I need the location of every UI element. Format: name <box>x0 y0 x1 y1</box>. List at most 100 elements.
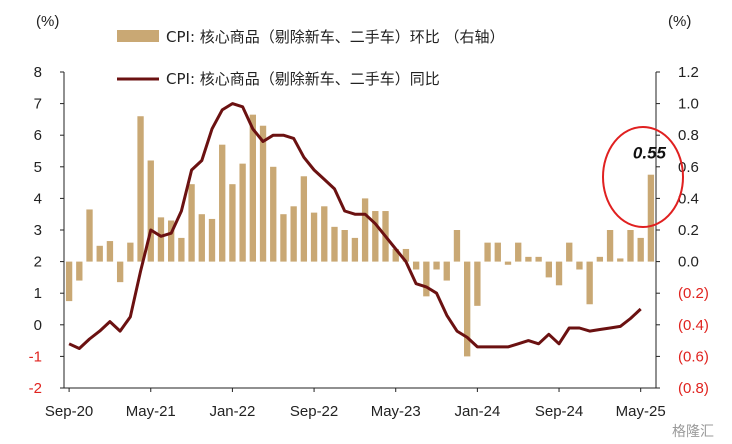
legend: CPI: 核心商品（剔除新车、二手车）环比 （右轴） CPI: 核心商品（剔除新… <box>117 28 505 88</box>
right-tick-label: (0.4) <box>678 317 709 334</box>
bar <box>576 261 583 270</box>
left-axis-unit: (%) <box>36 13 59 30</box>
bar <box>566 242 573 262</box>
x-axis-ticks: Sep-20 May-21 Jan-22 Sep-22 May-23 Jan-24 Sep-… <box>45 388 666 420</box>
left-tick-label: 3 <box>34 222 42 239</box>
bar <box>647 174 655 262</box>
bar <box>474 261 481 306</box>
bar <box>270 166 277 262</box>
bar <box>219 144 226 262</box>
x-tick-label: Jan-24 <box>454 403 500 420</box>
bar <box>515 242 522 262</box>
bar <box>331 226 338 262</box>
bar <box>76 261 83 281</box>
x-tick-label: May-25 <box>616 403 666 420</box>
x-tick-label: Sep-20 <box>45 403 93 420</box>
right-axis-ticks: 1.21.00.80.60.40.20.0(0.2)(0.4)(0.6)(0.8… <box>656 64 709 397</box>
bar <box>178 237 185 262</box>
legend-bar-label: CPI: 核心商品（剔除新车、二手车）环比 （右轴） <box>166 28 505 46</box>
bar <box>402 248 410 262</box>
bar <box>433 261 440 270</box>
right-tick-label: 0.0 <box>678 254 699 271</box>
bar <box>627 230 634 262</box>
x-tick-label: Jan-22 <box>209 403 255 420</box>
bar <box>555 261 563 286</box>
bar <box>208 218 216 262</box>
x-tick-label: May-21 <box>126 403 176 420</box>
bar <box>453 230 461 262</box>
legend-bar-swatch <box>117 30 159 42</box>
bar <box>280 214 287 262</box>
bar <box>65 261 73 302</box>
bar <box>545 261 552 278</box>
bar <box>525 256 532 262</box>
bar <box>157 217 165 262</box>
bar <box>239 163 246 262</box>
bar <box>188 184 195 262</box>
x-tick-label: Sep-22 <box>290 403 338 420</box>
right-tick-label: (0.2) <box>678 285 709 302</box>
bar <box>504 261 512 265</box>
bar <box>351 237 359 262</box>
left-tick-label: 8 <box>34 64 42 81</box>
right-tick-label: 0.8 <box>678 127 699 144</box>
bar <box>596 256 604 262</box>
watermark: 格隆汇 <box>672 424 714 440</box>
bar <box>494 242 501 262</box>
annotation-label: 0.55 <box>633 144 667 163</box>
bar <box>443 261 450 281</box>
bar <box>259 125 267 262</box>
bar <box>290 206 297 262</box>
left-tick-label: 1 <box>34 285 42 302</box>
x-tick-label: May-23 <box>371 403 421 420</box>
left-tick-label: 7 <box>34 96 42 113</box>
bar <box>168 220 175 262</box>
bar <box>96 245 103 262</box>
yoy-line <box>68 102 642 350</box>
bar-series <box>65 114 655 357</box>
bar <box>484 242 491 262</box>
bar <box>606 230 614 262</box>
bar <box>86 209 93 262</box>
bar <box>137 116 144 262</box>
bar <box>106 241 114 262</box>
bar <box>198 214 205 262</box>
left-axis-ticks: 8 7 6 5 4 3 2 1 0 -1 -2 <box>29 64 64 397</box>
bar <box>127 242 134 262</box>
x-tick-label: Sep-24 <box>535 403 583 420</box>
left-tick-label: 0 <box>34 317 42 334</box>
bar <box>535 256 542 262</box>
bar <box>321 206 328 262</box>
bar <box>310 212 318 262</box>
left-tick-label: 6 <box>34 127 42 144</box>
left-tick-label: 5 <box>34 159 42 176</box>
right-tick-label: (0.8) <box>678 380 709 397</box>
bar <box>116 261 124 283</box>
bar <box>412 261 420 270</box>
bar <box>372 211 379 262</box>
right-tick-label: 1.2 <box>678 64 699 81</box>
bar <box>300 176 308 262</box>
legend-line-label: CPI: 核心商品（剔除新车、二手车）同比 <box>166 70 440 88</box>
right-tick-label: (0.6) <box>678 348 709 365</box>
bar <box>464 261 471 357</box>
highlight-circle <box>602 126 684 228</box>
bar <box>249 114 256 262</box>
bar <box>147 160 154 262</box>
bar <box>637 237 644 262</box>
bar <box>586 261 593 305</box>
right-tick-label: 0.2 <box>678 222 699 239</box>
right-tick-label: 1.0 <box>678 96 699 113</box>
bar <box>361 198 369 262</box>
left-tick-label: -1 <box>29 348 42 365</box>
bar <box>617 258 624 262</box>
left-tick-label: 2 <box>34 254 42 271</box>
left-tick-label: 4 <box>34 190 42 207</box>
bar <box>229 184 236 262</box>
bar <box>423 261 430 297</box>
right-tick-label: 0.4 <box>678 190 699 207</box>
left-tick-label: -2 <box>29 380 42 397</box>
line-series <box>68 102 642 350</box>
bar <box>341 230 348 262</box>
